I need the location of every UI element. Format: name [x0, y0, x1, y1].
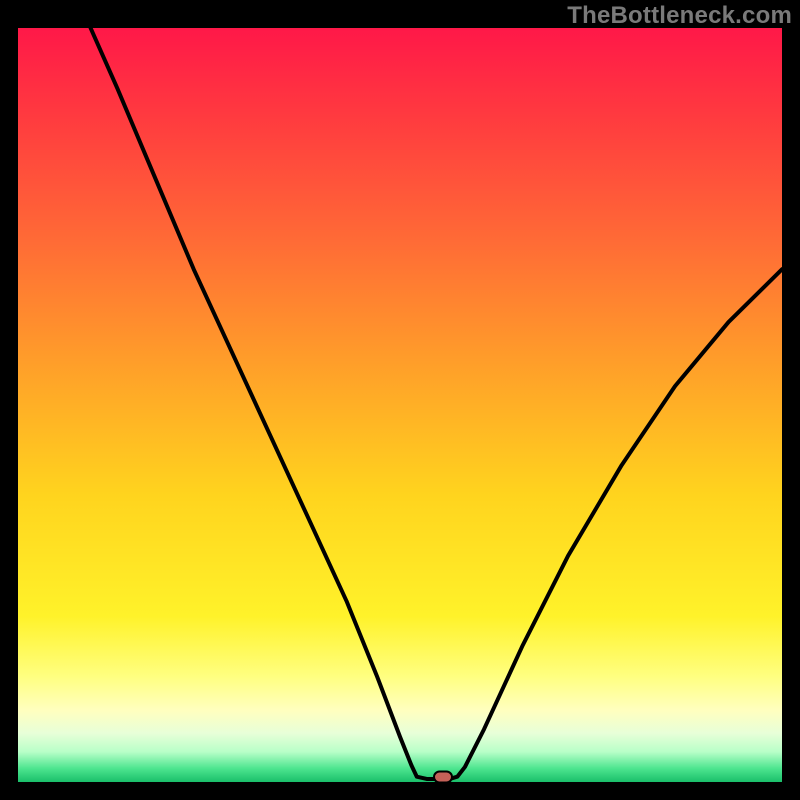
chart-frame: TheBottleneck.com	[0, 0, 800, 800]
watermark-text: TheBottleneck.com	[567, 2, 792, 30]
bottleneck-marker	[433, 771, 453, 782]
plot-area	[18, 28, 782, 782]
curve-svg	[18, 28, 782, 782]
